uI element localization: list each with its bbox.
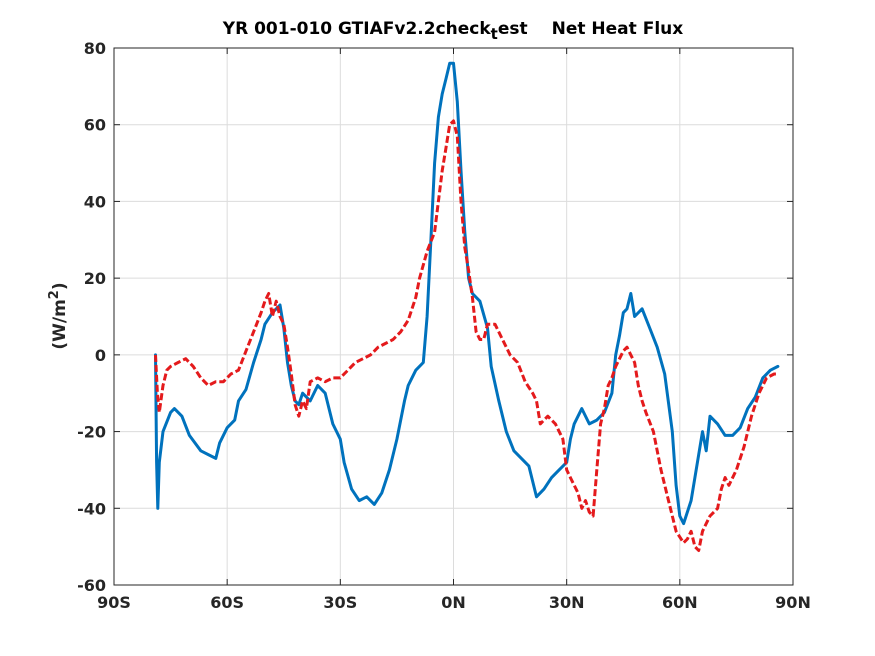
y-axis-label-main: (W/m [50, 299, 70, 349]
y-tick-label: 80 [84, 39, 106, 58]
data-series [154, 61, 780, 552]
x-tick-label: 0N [441, 593, 466, 612]
y-tick-label: -60 [77, 576, 106, 595]
y-tick-label: 40 [84, 192, 106, 211]
y-axis-label-close: ) [50, 282, 70, 290]
y-tick-label: 0 [95, 346, 106, 365]
y-tick-label: -40 [77, 499, 106, 518]
y-axis-ticks: -60 -40 -20 0 20 40 60 80 [77, 39, 793, 595]
x-tick-label: 30N [549, 593, 585, 612]
grid-lines [113, 47, 794, 586]
chart-title: YR 001-010 GTIAFv2.2checktest Net Heat Fl… [222, 19, 683, 43]
title-variable: Net Heat Flux [552, 19, 684, 39]
x-tick-label: 60N [662, 593, 698, 612]
x-tick-label: 90S [97, 593, 131, 612]
y-axis-label: (W/m2) [47, 282, 71, 349]
title-main: YR 001-010 GTIAFv2.2check [222, 19, 492, 39]
series-line-2 [154, 119, 778, 552]
series-line-1 [154, 61, 780, 526]
title-suffix: est [498, 19, 528, 39]
title-subscript: t [491, 25, 498, 43]
y-tick-label: -20 [77, 423, 106, 442]
y-tick-label: 60 [84, 116, 106, 135]
y-tick-label: 20 [84, 269, 106, 288]
x-tick-label: 30S [323, 593, 357, 612]
x-tick-label: 60S [210, 593, 244, 612]
x-axis-ticks: 90S 60S 30S 0N 30N 60N 90N [97, 48, 811, 612]
y-axis-label-sup: 2 [47, 290, 62, 299]
x-tick-label: 90N [775, 593, 811, 612]
